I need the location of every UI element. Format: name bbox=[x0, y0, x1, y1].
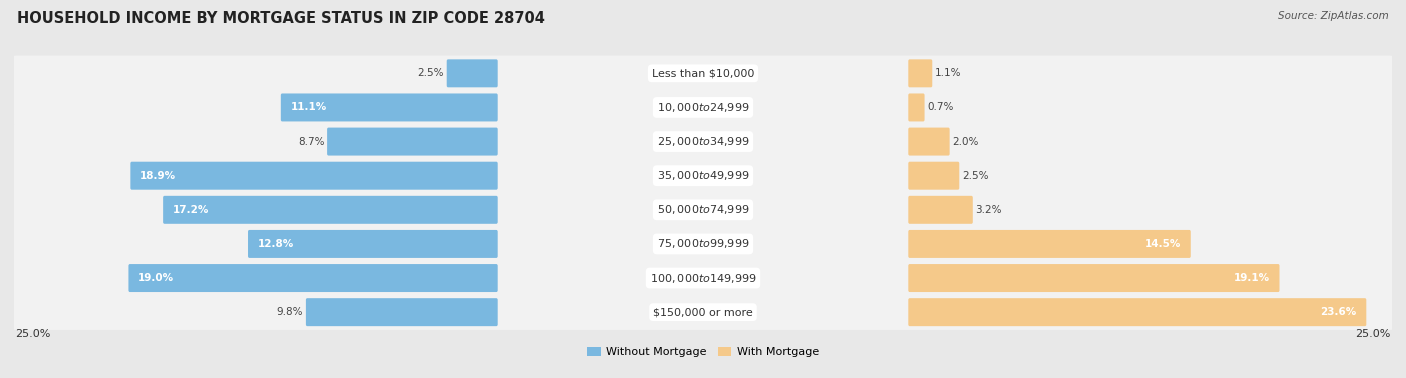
Text: 23.6%: 23.6% bbox=[1320, 307, 1357, 317]
Text: 19.1%: 19.1% bbox=[1233, 273, 1270, 283]
Text: 11.1%: 11.1% bbox=[291, 102, 326, 113]
Text: $100,000 to $149,999: $100,000 to $149,999 bbox=[650, 271, 756, 285]
Text: 2.5%: 2.5% bbox=[418, 68, 444, 78]
FancyBboxPatch shape bbox=[13, 226, 1393, 262]
FancyBboxPatch shape bbox=[13, 90, 1393, 125]
Text: 2.0%: 2.0% bbox=[952, 136, 979, 147]
Text: 1.1%: 1.1% bbox=[935, 68, 962, 78]
Text: 25.0%: 25.0% bbox=[1355, 329, 1391, 339]
Text: $25,000 to $34,999: $25,000 to $34,999 bbox=[657, 135, 749, 148]
FancyBboxPatch shape bbox=[13, 294, 1393, 330]
Text: $75,000 to $99,999: $75,000 to $99,999 bbox=[657, 237, 749, 251]
FancyBboxPatch shape bbox=[908, 264, 1279, 292]
FancyBboxPatch shape bbox=[131, 162, 498, 190]
FancyBboxPatch shape bbox=[13, 158, 1393, 194]
Text: 3.2%: 3.2% bbox=[976, 205, 1002, 215]
Text: 2.5%: 2.5% bbox=[962, 171, 988, 181]
FancyBboxPatch shape bbox=[447, 59, 498, 87]
Text: $50,000 to $74,999: $50,000 to $74,999 bbox=[657, 203, 749, 216]
FancyBboxPatch shape bbox=[908, 230, 1191, 258]
Text: 18.9%: 18.9% bbox=[141, 171, 176, 181]
Text: 17.2%: 17.2% bbox=[173, 205, 209, 215]
Text: 0.7%: 0.7% bbox=[928, 102, 953, 113]
FancyBboxPatch shape bbox=[908, 162, 959, 190]
Text: $10,000 to $24,999: $10,000 to $24,999 bbox=[657, 101, 749, 114]
Text: $150,000 or more: $150,000 or more bbox=[654, 307, 752, 317]
FancyBboxPatch shape bbox=[13, 56, 1393, 91]
FancyBboxPatch shape bbox=[307, 298, 498, 326]
FancyBboxPatch shape bbox=[13, 124, 1393, 159]
Text: 25.0%: 25.0% bbox=[15, 329, 51, 339]
FancyBboxPatch shape bbox=[13, 192, 1393, 228]
FancyBboxPatch shape bbox=[13, 260, 1393, 296]
Text: HOUSEHOLD INCOME BY MORTGAGE STATUS IN ZIP CODE 28704: HOUSEHOLD INCOME BY MORTGAGE STATUS IN Z… bbox=[17, 11, 544, 26]
Legend: Without Mortgage, With Mortgage: Without Mortgage, With Mortgage bbox=[582, 342, 824, 362]
Text: 9.8%: 9.8% bbox=[277, 307, 304, 317]
Text: 12.8%: 12.8% bbox=[257, 239, 294, 249]
Text: 8.7%: 8.7% bbox=[298, 136, 325, 147]
FancyBboxPatch shape bbox=[163, 196, 498, 224]
FancyBboxPatch shape bbox=[908, 298, 1367, 326]
FancyBboxPatch shape bbox=[281, 93, 498, 121]
Text: 19.0%: 19.0% bbox=[138, 273, 174, 283]
FancyBboxPatch shape bbox=[247, 230, 498, 258]
FancyBboxPatch shape bbox=[128, 264, 498, 292]
FancyBboxPatch shape bbox=[908, 59, 932, 87]
Text: $35,000 to $49,999: $35,000 to $49,999 bbox=[657, 169, 749, 182]
FancyBboxPatch shape bbox=[328, 128, 498, 156]
Text: 14.5%: 14.5% bbox=[1144, 239, 1181, 249]
FancyBboxPatch shape bbox=[908, 196, 973, 224]
FancyBboxPatch shape bbox=[908, 93, 925, 121]
Text: Source: ZipAtlas.com: Source: ZipAtlas.com bbox=[1278, 11, 1389, 21]
FancyBboxPatch shape bbox=[908, 128, 949, 156]
Text: Less than $10,000: Less than $10,000 bbox=[652, 68, 754, 78]
